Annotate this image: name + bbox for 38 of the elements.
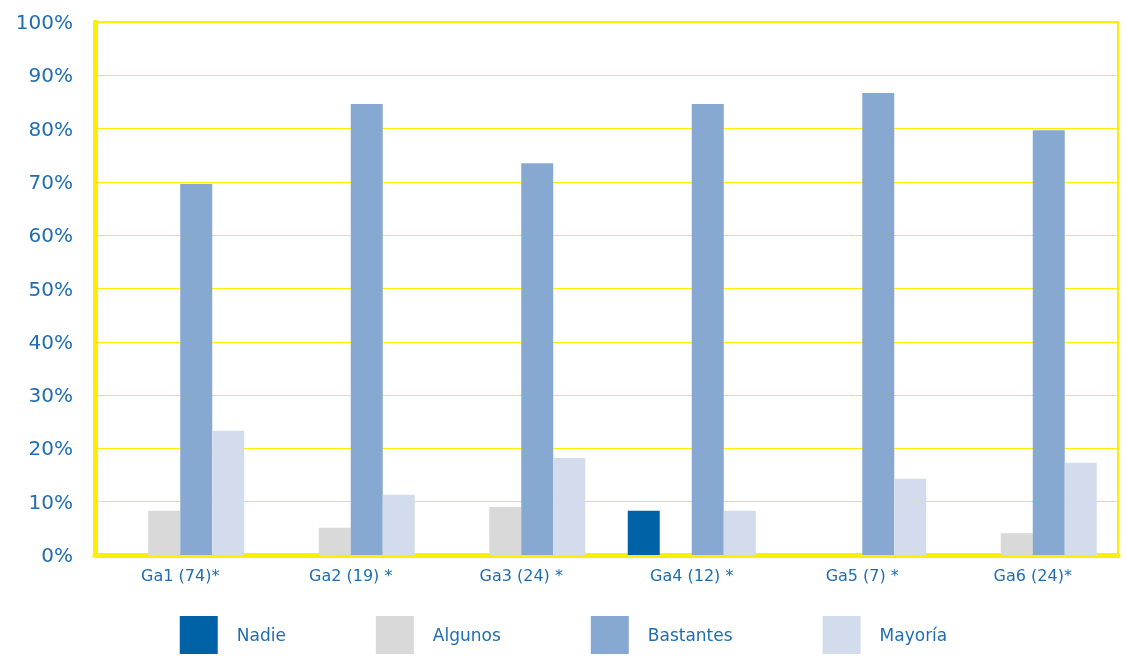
x-tick-label: Ga3 (24) * bbox=[479, 565, 563, 585]
bar bbox=[1000, 533, 1033, 555]
x-tick-label: Ga1 (74)* bbox=[141, 565, 220, 585]
y-tick-label: 30% bbox=[28, 383, 73, 408]
x-tick-label: Ga6 (24)* bbox=[993, 565, 1072, 585]
bar bbox=[350, 104, 383, 555]
legend-label: Mayoría bbox=[879, 625, 948, 645]
bar bbox=[318, 527, 351, 555]
legend-label: Nadie bbox=[236, 625, 286, 645]
bar bbox=[691, 104, 724, 555]
bar bbox=[894, 478, 927, 555]
y-tick-label: 80% bbox=[28, 116, 73, 141]
bar bbox=[382, 494, 415, 555]
y-tick-label: 0% bbox=[41, 543, 73, 567]
legend-label: Algunos bbox=[432, 625, 501, 645]
x-tick-label: Ga5 (7) * bbox=[825, 565, 899, 585]
bar bbox=[521, 163, 554, 555]
bar bbox=[212, 430, 245, 555]
bar bbox=[723, 510, 756, 555]
bar bbox=[1064, 462, 1097, 555]
legend-label: Bastantes bbox=[647, 625, 733, 645]
y-tick-label: 60% bbox=[28, 223, 73, 248]
x-tick-label: Ga4 (12) * bbox=[650, 565, 734, 585]
bar bbox=[862, 92, 895, 555]
y-tick-label: 40% bbox=[28, 329, 73, 354]
y-tick-label: 90% bbox=[28, 63, 73, 88]
y-tick-label: 100% bbox=[15, 10, 73, 34]
x-tick-label: Ga2 (19) * bbox=[309, 565, 393, 585]
bar bbox=[148, 510, 181, 555]
bar bbox=[627, 510, 660, 555]
y-tick-label: 10% bbox=[28, 489, 73, 514]
bar bbox=[553, 457, 586, 555]
bar bbox=[180, 184, 213, 555]
bar bbox=[1032, 130, 1065, 555]
y-tick-label: 20% bbox=[28, 436, 73, 461]
y-tick-label: 70% bbox=[28, 169, 73, 194]
bar bbox=[489, 507, 522, 555]
y-tick-label: 50% bbox=[28, 276, 73, 301]
